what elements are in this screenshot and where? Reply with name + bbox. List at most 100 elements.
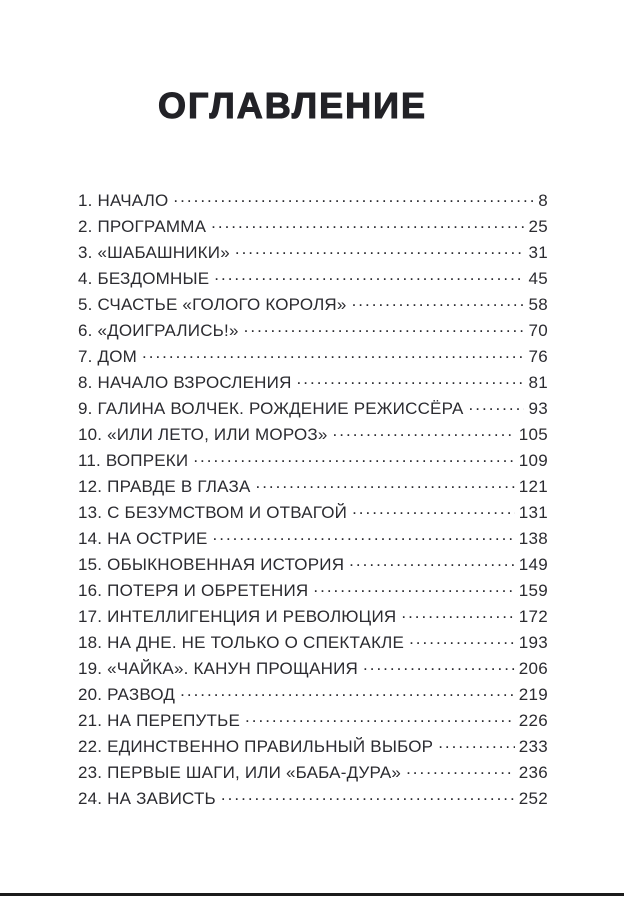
toc-entry-label: 15. ОБЫКНОВЕННАЯ ИСТОРИЯ [78, 555, 345, 574]
toc-entry-label: 1. НАЧАЛО [78, 191, 169, 210]
toc-entry-label: 16. ПОТЕРЯ И ОБРЕТЕНИЯ [78, 581, 309, 600]
toc-entry-label: 7. ДОМ [78, 347, 137, 366]
toc-leader-dots [438, 734, 515, 760]
toc-entry: 23. ПЕРВЫЕ ШАГИ, ИЛИ «БАБА-ДУРА» 236 [78, 760, 548, 786]
toc-entry-page: 81 [528, 373, 548, 392]
toc-entry-page: 45 [528, 269, 548, 288]
toc-entry: 3. «ШАБАШНИКИ» 31 [78, 240, 548, 266]
toc-entry-page: 138 [518, 529, 548, 548]
toc-leader-dots [255, 474, 514, 500]
toc-entry-label: 8. НАЧАЛО ВЗРОСЛЕНИЯ [78, 373, 292, 392]
toc-entry-page: 172 [518, 607, 548, 626]
toc-entry-label: 12. ПРАВДЕ В ГЛАЗА [78, 477, 251, 496]
toc-entry-page: 206 [518, 659, 548, 678]
toc-entry-label: 5. СЧАСТЬЕ «ГОЛОГО КОРОЛЯ» [78, 295, 347, 314]
toc-entry: 4. БЕЗДОМНЫЕ 45 [78, 266, 548, 292]
toc-leader-dots [352, 292, 525, 318]
toc-leader-dots [173, 188, 534, 214]
toc-entry: 6. «ДОИГРАЛИСЬ!» 70 [78, 318, 548, 344]
toc-entry-page: 131 [518, 503, 548, 522]
toc-entry-label: 6. «ДОИГРАЛИСЬ!» [78, 321, 239, 340]
toc-entry: 15. ОБЫКНОВЕННАЯ ИСТОРИЯ 149 [78, 552, 548, 578]
toc-entry-label: 13. С БЕЗУМСТВОМ И ОТВАГОЙ [78, 503, 348, 522]
toc-entry-page: 58 [528, 295, 548, 314]
toc-entry-label: 17. ИНТЕЛЛИГЕНЦИЯ И РЕВОЛЮЦИЯ [78, 607, 397, 626]
toc-entry: 16. ПОТЕРЯ И ОБРЕТЕНИЯ 159 [78, 578, 548, 604]
toc-entry-page: 159 [518, 581, 548, 600]
toc-entry-label: 4. БЕЗДОМНЫЕ [78, 269, 210, 288]
toc-entry-page: 226 [518, 711, 548, 730]
toc-entry-page: 109 [518, 451, 548, 470]
toc-entry-page: 252 [518, 789, 548, 808]
toc-entry: 2. ПРОГРАММА 25 [78, 214, 548, 240]
toc-entry: 5. СЧАСТЬЕ «ГОЛОГО КОРОЛЯ» 58 [78, 292, 548, 318]
toc-entry: 20. РАЗВОД 219 [78, 682, 548, 708]
toc-leader-dots [352, 500, 515, 526]
toc-entry: 18. НА ДНЕ. НЕ ТОЛЬКО О СПЕКТАКЛЕ 193 [78, 630, 548, 656]
toc-leader-dots [214, 266, 524, 292]
toc-entry-label: 9. ГАЛИНА ВОЛЧЕК. РОЖДЕНИЕ РЕЖИССЁРА [78, 399, 464, 418]
toc-entry: 11. ВОПРЕКИ 109 [78, 448, 548, 474]
toc-leader-dots [213, 526, 515, 552]
toc-leader-dots [363, 656, 515, 682]
toc-entry: 19. «ЧАЙКА». КАНУН ПРОЩАНИЯ 206 [78, 656, 548, 682]
toc-leader-dots [235, 240, 525, 266]
toc-leader-dots [406, 760, 515, 786]
toc-leader-dots [349, 552, 515, 578]
toc-leader-dots [211, 214, 524, 240]
toc-leader-dots [221, 786, 515, 812]
toc-entry-label: 20. РАЗВОД [78, 685, 176, 704]
toc-entry-page: 76 [528, 347, 548, 366]
toc-leader-dots [313, 578, 514, 604]
toc-entry-page: 121 [518, 477, 548, 496]
toc-leader-dots [142, 344, 524, 370]
toc-entry-page: 149 [518, 555, 548, 574]
toc-list: 1. НАЧАЛО 8 2. ПРОГРАММА 25 3. «ШАБАШНИК… [78, 188, 548, 812]
toc-leader-dots [245, 708, 515, 734]
toc-leader-dots [333, 422, 515, 448]
toc-entry: 21. НА ПЕРЕПУТЬЕ 226 [78, 708, 548, 734]
toc-leader-dots [297, 370, 525, 396]
toc-entry: 22. ЕДИНСТВЕННО ПРАВИЛЬНЫЙ ВЫБОР 233 [78, 734, 548, 760]
page-title: ОГЛАВЛЕНИЕ [157, 85, 428, 126]
toc-leader-dots [193, 448, 514, 474]
toc-entry-label: 11. ВОПРЕКИ [78, 451, 189, 470]
toc-entry-page: 70 [528, 321, 548, 340]
toc-entry: 1. НАЧАЛО 8 [78, 188, 548, 214]
toc-entry: 13. С БЕЗУМСТВОМ И ОТВАГОЙ 131 [78, 500, 548, 526]
page-edge-line [0, 893, 624, 896]
toc-entry-page: 25 [528, 217, 548, 236]
toc-entry-page: 105 [518, 425, 548, 444]
toc-leader-dots [180, 682, 515, 708]
toc-leader-dots [244, 318, 525, 344]
toc-entry-label: 10. «ИЛИ ЛЕТО, ИЛИ МОРОЗ» [78, 425, 328, 444]
toc-entry: 8. НАЧАЛО ВЗРОСЛЕНИЯ 81 [78, 370, 548, 396]
toc-entry: 12. ПРАВДЕ В ГЛАЗА 121 [78, 474, 548, 500]
toc-entry: 24. НА ЗАВИСТЬ 252 [78, 786, 548, 812]
toc-entry-page: 236 [518, 763, 548, 782]
toc-entry-label: 21. НА ПЕРЕПУТЬЕ [78, 711, 241, 730]
toc-entry-page: 193 [518, 633, 548, 652]
toc-leader-dots [409, 630, 515, 656]
toc-leader-dots [469, 396, 525, 422]
toc-entry-label: 14. НА ОСТРИЕ [78, 529, 208, 548]
toc-entry: 10. «ИЛИ ЛЕТО, ИЛИ МОРОЗ» 105 [78, 422, 548, 448]
toc-entry: 17. ИНТЕЛЛИГЕНЦИЯ И РЕВОЛЮЦИЯ 172 [78, 604, 548, 630]
toc-entry: 14. НА ОСТРИЕ 138 [78, 526, 548, 552]
toc-entry: 9. ГАЛИНА ВОЛЧЕК. РОЖДЕНИЕ РЕЖИССЁРА 93 [78, 396, 548, 422]
toc-entry-label: 2. ПРОГРАММА [78, 217, 207, 236]
toc-entry-page: 93 [528, 399, 548, 418]
toc-entry-label: 3. «ШАБАШНИКИ» [78, 243, 230, 262]
toc-entry: 7. ДОМ 76 [78, 344, 548, 370]
toc-entry-page: 233 [518, 737, 548, 756]
toc-entry-label: 23. ПЕРВЫЕ ШАГИ, ИЛИ «БАБА-ДУРА» [78, 763, 402, 782]
toc-entry-label: 24. НА ЗАВИСТЬ [78, 789, 216, 808]
toc-entry-label: 18. НА ДНЕ. НЕ ТОЛЬКО О СПЕКТАКЛЕ [78, 633, 405, 652]
toc-entry-label: 22. ЕДИНСТВЕННО ПРАВИЛЬНЫЙ ВЫБОР [78, 737, 434, 756]
toc-entry-page: 219 [518, 685, 548, 704]
toc-leader-dots [401, 604, 514, 630]
toc-entry-page: 31 [528, 243, 548, 262]
toc-entry-label: 19. «ЧАЙКА». КАНУН ПРОЩАНИЯ [78, 659, 359, 678]
toc-entry-page: 8 [538, 191, 548, 210]
